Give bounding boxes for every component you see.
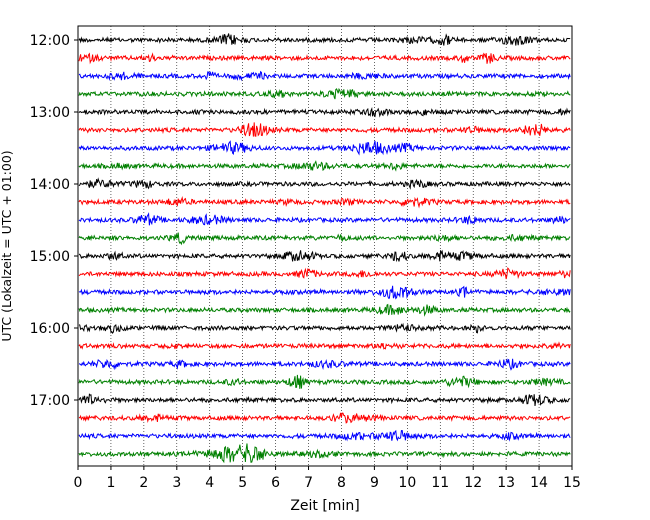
y-tick-label: 16:00: [30, 321, 70, 337]
x-tick-label: 1: [106, 475, 115, 491]
x-tick-label: 8: [337, 475, 346, 491]
trace-1215: [78, 52, 571, 65]
x-tick-label: 7: [304, 475, 313, 491]
x-tick-label: 12: [464, 475, 482, 491]
x-tick-label: 11: [431, 475, 449, 491]
x-tick-label: 3: [172, 475, 181, 491]
trace-1700: [78, 393, 571, 406]
x-tick-label: 6: [271, 475, 280, 491]
trace-1530: [78, 285, 571, 300]
trace-1315: [78, 122, 571, 137]
trace-1515: [78, 267, 571, 280]
trace-1615: [78, 341, 571, 350]
traces: [78, 33, 571, 464]
trace-1200: [78, 33, 571, 46]
trace-1745: [78, 443, 571, 464]
x-tick-label: 0: [74, 475, 83, 491]
trace-1630: [78, 358, 571, 371]
trace-1500: [78, 249, 571, 263]
trace-1645: [78, 374, 571, 389]
trace-1400: [78, 177, 571, 190]
trace-1445: [78, 232, 571, 246]
x-tick-label: 5: [238, 475, 247, 491]
trace-1730: [78, 429, 571, 442]
trace-1715: [78, 412, 571, 424]
y-tick-label: 15:00: [30, 249, 70, 265]
y-tick-label: 14:00: [30, 177, 70, 193]
trace-1430: [78, 212, 571, 226]
trace-1330: [78, 140, 571, 156]
y-tick-label: 12:00: [30, 33, 70, 49]
y-tick-label: 13:00: [30, 105, 70, 121]
trace-1230: [78, 70, 571, 82]
x-tick-label: 9: [370, 475, 379, 491]
x-tick-label: 15: [563, 475, 581, 491]
x-tick-label: 4: [205, 475, 214, 491]
x-tick-label: 2: [139, 475, 148, 491]
y-axis-ticks: 12:00 13:00 14:00 15:00 16:00 17:00: [30, 33, 78, 409]
trace-1300: [78, 106, 571, 118]
y-tick-label: 17:00: [30, 393, 70, 409]
x-tick-label: 10: [398, 475, 416, 491]
trace-1545: [78, 303, 571, 317]
x-tick-label: 14: [530, 475, 548, 491]
trace-1415: [78, 196, 571, 209]
grid-lines: [110, 26, 540, 466]
trace-1345: [78, 160, 571, 172]
trace-1600: [78, 322, 571, 335]
trace-1245: [78, 87, 571, 100]
y-axis-label: UTC (Lokalzeit = UTC + 01:00): [0, 150, 14, 341]
x-axis-label: Zeit [min]: [290, 498, 359, 514]
plot-frame: [77, 25, 573, 467]
plot-area: [78, 26, 572, 466]
x-tick-label: 13: [497, 475, 515, 491]
x-axis-ticks: 0 1 2 3 4 5 6 7 8 9 10 11 12 13 14 15: [74, 466, 581, 491]
